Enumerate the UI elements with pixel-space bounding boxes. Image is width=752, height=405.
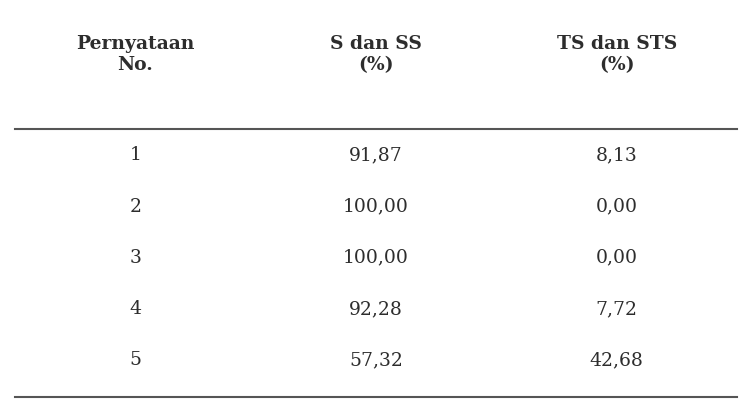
Text: 2: 2 bbox=[129, 197, 141, 215]
Text: 1: 1 bbox=[129, 146, 141, 164]
Text: 3: 3 bbox=[129, 248, 141, 266]
Text: 91,87: 91,87 bbox=[349, 146, 403, 164]
Text: 100,00: 100,00 bbox=[343, 197, 409, 215]
Text: 7,72: 7,72 bbox=[596, 299, 638, 317]
Text: 92,28: 92,28 bbox=[349, 299, 403, 317]
Text: TS dan STS
(%): TS dan STS (%) bbox=[556, 35, 677, 74]
Text: 8,13: 8,13 bbox=[596, 146, 638, 164]
Text: Pernyataan
No.: Pernyataan No. bbox=[76, 35, 195, 74]
Text: 4: 4 bbox=[129, 299, 141, 317]
Text: 100,00: 100,00 bbox=[343, 248, 409, 266]
Text: 5: 5 bbox=[129, 350, 141, 368]
Text: 42,68: 42,68 bbox=[590, 350, 644, 368]
Text: 0,00: 0,00 bbox=[596, 248, 638, 266]
Text: S dan SS
(%): S dan SS (%) bbox=[330, 35, 422, 74]
Text: 57,32: 57,32 bbox=[349, 350, 403, 368]
Text: 0,00: 0,00 bbox=[596, 197, 638, 215]
